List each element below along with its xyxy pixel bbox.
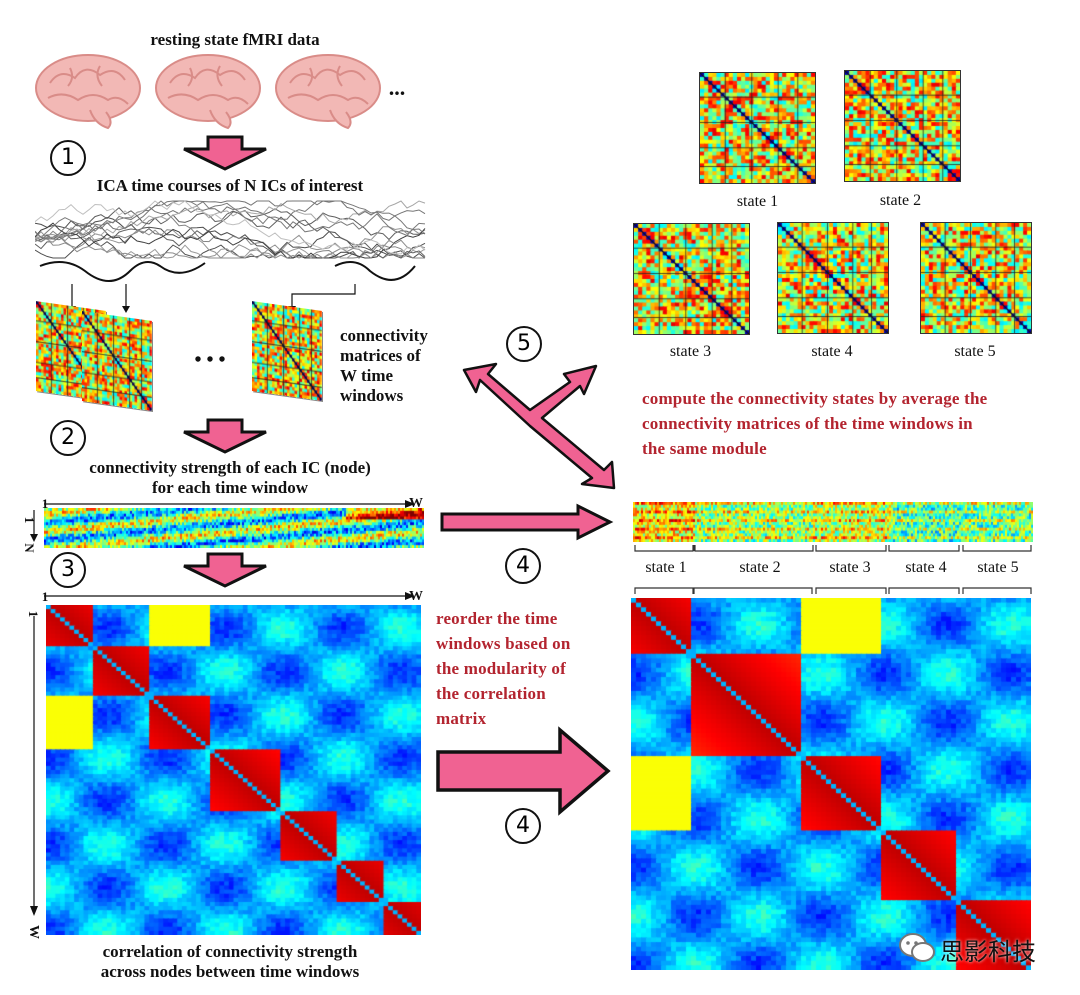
brains-ellipsis: ... xyxy=(388,75,406,100)
bracket-state-4: state 4 xyxy=(905,559,947,576)
window-matrix-2 xyxy=(82,311,152,411)
corr-x-start: 1 xyxy=(41,589,49,604)
strength-label: connectivity strength of each IC (node) … xyxy=(89,458,371,497)
connectivity-strength-strip xyxy=(44,508,424,548)
state-2-matrix xyxy=(844,70,961,182)
step-3-number: 3 xyxy=(50,552,86,588)
state-1-label: state 1 xyxy=(736,193,779,210)
windows-ellipsis: • • • xyxy=(194,349,226,371)
corr-axes xyxy=(30,592,415,916)
correlation-matrix xyxy=(46,605,421,935)
state-4-matrix xyxy=(777,222,889,334)
down-arrow-icon xyxy=(183,135,267,171)
step-5-number: 5 xyxy=(506,326,542,362)
state-brackets-top xyxy=(634,545,1032,552)
state-5-label: state 5 xyxy=(954,343,996,360)
step-1-number: 1 xyxy=(50,140,86,176)
ica-label: ICA time courses of N ICs of interest xyxy=(96,176,364,195)
state-5-matrix xyxy=(920,222,1032,334)
strip-x-start: 1 xyxy=(41,496,49,511)
right-arrow-large-icon xyxy=(436,726,611,816)
bracket-state-1: state 1 xyxy=(645,559,687,576)
corr-label: correlation of connectivity strength acr… xyxy=(100,942,360,981)
state-2-label: state 2 xyxy=(879,192,922,209)
down-arrow-icon xyxy=(183,418,267,454)
strip-y-start: 1 xyxy=(22,516,37,524)
step-2-number: 2 xyxy=(50,420,86,456)
chat-logo-icon xyxy=(899,933,935,962)
bracket-state-2: state 2 xyxy=(739,559,781,576)
connectivity-matrices-label: connectivity matrices of W time windows xyxy=(340,326,428,405)
brain-icon xyxy=(35,54,141,130)
bracket-state-5: state 5 xyxy=(977,559,1019,576)
title-resting-state: resting state fMRI data xyxy=(150,30,320,49)
state-1-matrix xyxy=(699,72,816,184)
right-arrow-icon xyxy=(440,503,614,541)
state-3-label: state 3 xyxy=(669,343,712,360)
watermark-text: 思影科技 xyxy=(940,938,1036,966)
down-arrow-icon xyxy=(183,552,267,588)
split-arrow-icon xyxy=(462,362,616,490)
window-matrix-w xyxy=(252,301,322,401)
brain-images xyxy=(35,54,381,130)
reordered-strength-strip xyxy=(633,502,1033,542)
reordered-correlation-matrix xyxy=(631,598,1031,970)
state-4-label: state 4 xyxy=(811,343,853,360)
step-4b-number: 4 xyxy=(505,808,541,844)
ica-time-courses xyxy=(35,200,426,282)
strip-y-end: N xyxy=(22,543,37,553)
strip-axes xyxy=(30,500,415,542)
watermark: 思影科技 xyxy=(898,930,1053,966)
step-4a-number: 4 xyxy=(505,548,541,584)
corr-y-start: 1 xyxy=(26,610,41,618)
state-brackets-bottom xyxy=(634,587,1032,594)
reorder-label: reorder the time windows based on the mo… xyxy=(436,609,571,728)
compute-label: compute the connectivity states by avera… xyxy=(642,389,988,458)
state-3-matrix xyxy=(633,223,750,335)
brain-icon xyxy=(155,54,261,130)
strip-x-end: W xyxy=(409,496,423,511)
brain-icon xyxy=(275,54,381,130)
corr-x-end: W xyxy=(409,589,423,604)
bracket-state-3: state 3 xyxy=(829,559,871,576)
corr-y-end: W xyxy=(26,925,41,939)
